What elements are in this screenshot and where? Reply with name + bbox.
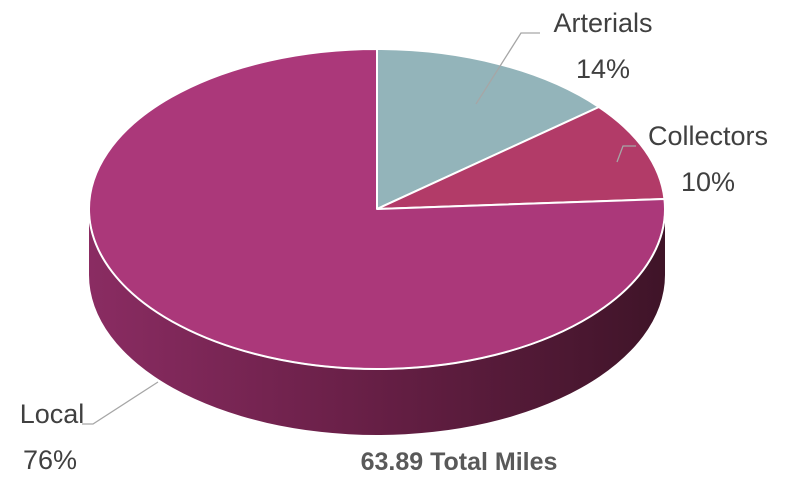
leader-line-local [82,381,159,425]
pie-rim [88,208,666,370]
pie-slices [88,48,666,370]
label-arterials-name: Arterials [553,8,652,38]
pie-slice-arterials [376,48,600,210]
label-collectors-name: Collectors [648,121,768,151]
label-local-name: Local [20,399,85,429]
leader-line-collectors [616,145,636,163]
leader-line-arterials [475,32,540,105]
label-collectors-value: 10% [681,167,735,197]
label-local-value: 76% [23,445,77,475]
pie-slice-collectors [376,106,666,210]
pie-side [89,209,665,435]
total-miles-label: 63.89 Total Miles [361,448,558,476]
label-arterials-value: 14% [576,54,630,84]
